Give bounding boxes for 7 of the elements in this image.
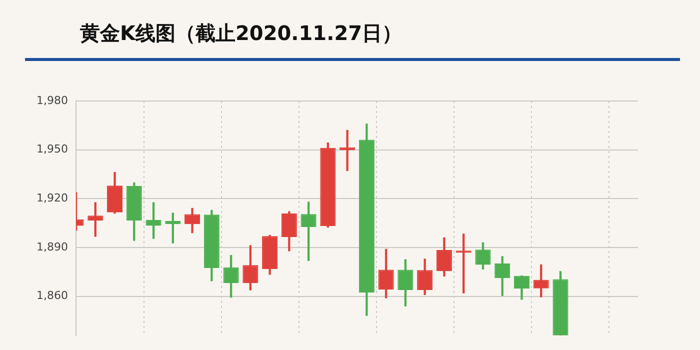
chart-title: 黄金K线图（截止2020.11.27日） — [80, 20, 402, 47]
candlestick — [456, 234, 472, 294]
y-tick-label: 1,920 — [36, 192, 68, 205]
y-tick-label: 1,980 — [36, 94, 68, 107]
y-tick-label: 1,950 — [36, 142, 68, 156]
y-tick-label: 1,860 — [36, 289, 68, 302]
y-tick-label: 1,890 — [36, 240, 68, 254]
